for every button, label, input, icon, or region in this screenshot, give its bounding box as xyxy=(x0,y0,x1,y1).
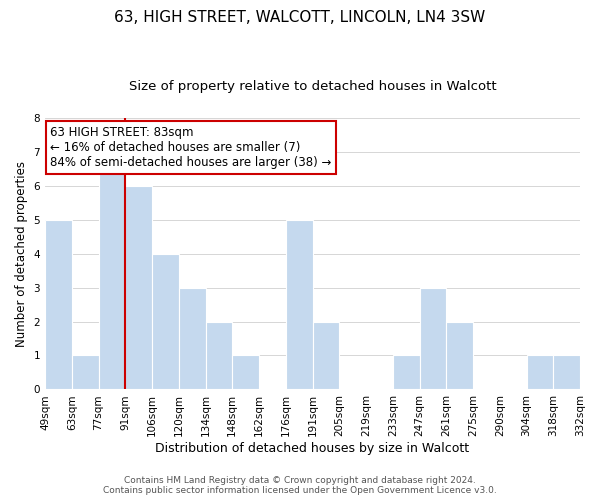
Bar xyxy=(313,322,339,390)
Title: Size of property relative to detached houses in Walcott: Size of property relative to detached ho… xyxy=(129,80,496,93)
Bar xyxy=(553,356,580,390)
Bar xyxy=(446,322,473,390)
Bar xyxy=(45,220,72,390)
Bar xyxy=(179,288,206,390)
Bar xyxy=(98,152,125,390)
X-axis label: Distribution of detached houses by size in Walcott: Distribution of detached houses by size … xyxy=(155,442,470,455)
Text: Contains HM Land Registry data © Crown copyright and database right 2024.
Contai: Contains HM Land Registry data © Crown c… xyxy=(103,476,497,495)
Bar xyxy=(72,356,98,390)
Bar xyxy=(152,254,179,390)
Text: 63 HIGH STREET: 83sqm
← 16% of detached houses are smaller (7)
84% of semi-detac: 63 HIGH STREET: 83sqm ← 16% of detached … xyxy=(50,126,332,169)
Bar xyxy=(125,186,152,390)
Bar xyxy=(527,356,553,390)
Text: 63, HIGH STREET, WALCOTT, LINCOLN, LN4 3SW: 63, HIGH STREET, WALCOTT, LINCOLN, LN4 3… xyxy=(115,10,485,25)
Bar xyxy=(206,322,232,390)
Bar xyxy=(232,356,259,390)
Bar xyxy=(393,356,419,390)
Y-axis label: Number of detached properties: Number of detached properties xyxy=(15,160,28,346)
Bar xyxy=(286,220,313,390)
Bar xyxy=(419,288,446,390)
